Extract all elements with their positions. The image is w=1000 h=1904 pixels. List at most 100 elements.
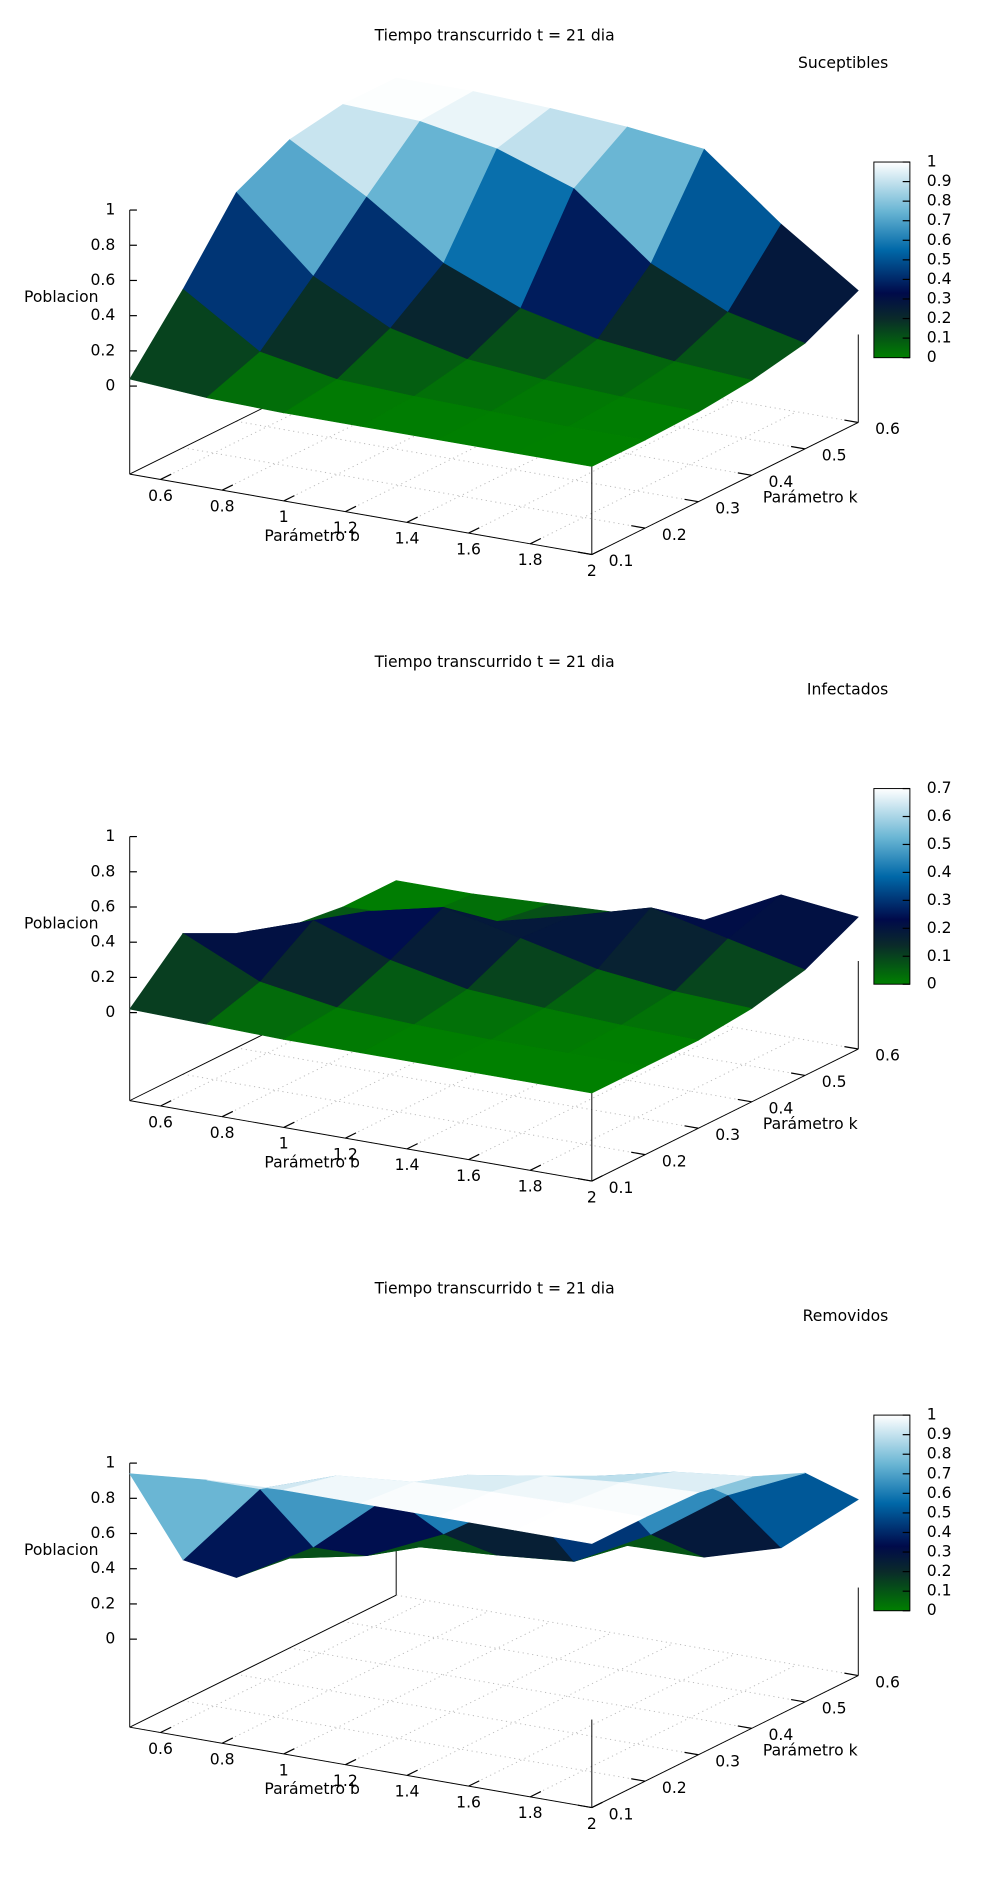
- x-tick-label: 1.2: [333, 519, 358, 537]
- x-tick: [406, 1143, 418, 1150]
- x-tick-label: 1.6: [456, 1167, 481, 1185]
- x-tick-label: 0.6: [148, 1113, 173, 1131]
- x-tick: [221, 484, 234, 491]
- y-tick: [791, 1072, 806, 1077]
- z-tick-label: 1: [105, 1454, 115, 1472]
- x-tick: [529, 1164, 542, 1171]
- y-tick: [791, 445, 806, 450]
- chart-subtitle: Suceptibles: [798, 54, 888, 72]
- x-tick: [283, 1748, 295, 1755]
- x-tick: [406, 1769, 418, 1776]
- colorbar: [873, 788, 911, 985]
- x-tick: [468, 527, 480, 534]
- x-tick-label: 1: [279, 1135, 289, 1153]
- colorbar-tick-label: 0.2: [927, 1562, 952, 1580]
- colorbar-tick-label: 0.8: [927, 192, 952, 210]
- surface-patch: [513, 1503, 647, 1544]
- x-tick-label: 1.2: [333, 1145, 358, 1163]
- colorbar-tick-label: 0.7: [927, 211, 952, 229]
- grid-line: [342, 1621, 806, 1703]
- z-tick-label: 0: [105, 1003, 115, 1021]
- colorbar-tick-label: 0.6: [927, 1484, 952, 1502]
- colorbar-tick-label: 0.3: [927, 289, 952, 307]
- y-tick-label: 0.6: [875, 1673, 900, 1691]
- y-tick-label: 0.1: [609, 1805, 634, 1823]
- x-tick: [221, 1110, 234, 1118]
- x-tick-label: 0.6: [148, 1740, 173, 1758]
- y-axis: [591, 422, 859, 555]
- z-axis-label: Poblacion: [24, 288, 99, 306]
- y-tick-label: 0.4: [768, 1726, 793, 1744]
- x-tick-label: 1.6: [456, 540, 481, 558]
- z-axis-label: Poblacion: [24, 1541, 99, 1559]
- y-tick: [577, 1804, 592, 1809]
- colorbar-tick-label: 0.9: [927, 172, 952, 190]
- grid-line: [160, 1600, 428, 1733]
- x-tick-label: 1.8: [518, 1178, 543, 1196]
- colorbar-tick-label: 0.7: [927, 1464, 952, 1482]
- y-tick: [684, 498, 699, 503]
- x-tick-label: 1: [279, 1761, 289, 1779]
- y-tick: [577, 551, 592, 556]
- y-tick: [737, 1098, 752, 1103]
- y-tick-label: 0.5: [822, 1700, 847, 1718]
- y-tick-label: 0.5: [822, 1073, 847, 1091]
- x-tick-label: 1.8: [518, 1804, 543, 1822]
- colorbar-tick-label: 0.5: [927, 1503, 952, 1521]
- z-tick-label: 0.6: [91, 897, 116, 915]
- colorbar-tick-label: 0.4: [927, 270, 952, 288]
- y-tick-label: 0.1: [609, 552, 634, 570]
- grid-line: [406, 1642, 674, 1776]
- z-tick-label: 0: [105, 377, 115, 395]
- colorbar-tick-label: 0.4: [927, 1523, 952, 1541]
- y-axis: [591, 1675, 859, 1809]
- colorbar-tick-label: 0: [927, 975, 937, 993]
- colorbar-tick-label: 0.1: [927, 329, 952, 347]
- z-tick-label: 1: [105, 827, 115, 845]
- y-tick: [791, 1698, 806, 1703]
- y-tick: [737, 472, 752, 476]
- y-tick: [844, 419, 859, 424]
- grid-line: [182, 1700, 646, 1782]
- surface-patch: [513, 1052, 647, 1094]
- x-tick: [160, 1100, 172, 1107]
- z-tick-label: 0.2: [91, 341, 116, 359]
- x-tick-label: 1.4: [395, 1156, 420, 1174]
- x-tick: [345, 1758, 357, 1766]
- grid-line: [283, 1621, 551, 1755]
- colorbar-tick-label: 0.6: [927, 231, 952, 249]
- x-tick: [406, 516, 418, 523]
- x-tick: [160, 473, 172, 480]
- z-tick-label: 0.2: [91, 968, 116, 986]
- colorbar-tick-label: 0.5: [927, 835, 952, 853]
- grid-line: [221, 1610, 489, 1744]
- y-axis: [591, 1048, 859, 1182]
- y-tick: [577, 1178, 592, 1182]
- y-axis-label: Parámetro k: [763, 1742, 858, 1760]
- colorbar-tick-label: 0.5: [927, 250, 952, 268]
- y-tick-label: 0.2: [662, 1779, 687, 1797]
- colorbar-tick-label: 0.8: [927, 1445, 952, 1463]
- y-tick: [631, 525, 646, 529]
- z-tick-label: 0.2: [91, 1594, 116, 1612]
- x-axis: [129, 473, 592, 555]
- x-tick-label: 2: [587, 1815, 597, 1833]
- y-axis-label: Parámetro k: [763, 1115, 858, 1133]
- y-axis-label: Parámetro k: [763, 489, 858, 507]
- x-tick: [468, 1780, 480, 1787]
- z-tick-label: 0.6: [91, 271, 116, 289]
- x-axis-label: Parámetro b: [264, 1780, 360, 1798]
- x-tick: [283, 495, 295, 502]
- x-tick: [591, 1801, 603, 1809]
- chart-subtitle: Removidos: [803, 1307, 889, 1325]
- colorbar-tick-label: 1: [927, 1406, 937, 1424]
- z-tick-label: 0.8: [91, 862, 116, 880]
- colorbar-tick-label: 0.2: [927, 919, 952, 937]
- x-tick-label: 2: [587, 562, 597, 580]
- grid-line: [468, 1653, 736, 1787]
- colorbar-tick-label: 0.7: [927, 779, 952, 797]
- y-tick-label: 0.5: [822, 447, 847, 465]
- z-tick-label: 0.4: [91, 306, 116, 324]
- colorbar-tick-label: 0.1: [927, 1582, 952, 1600]
